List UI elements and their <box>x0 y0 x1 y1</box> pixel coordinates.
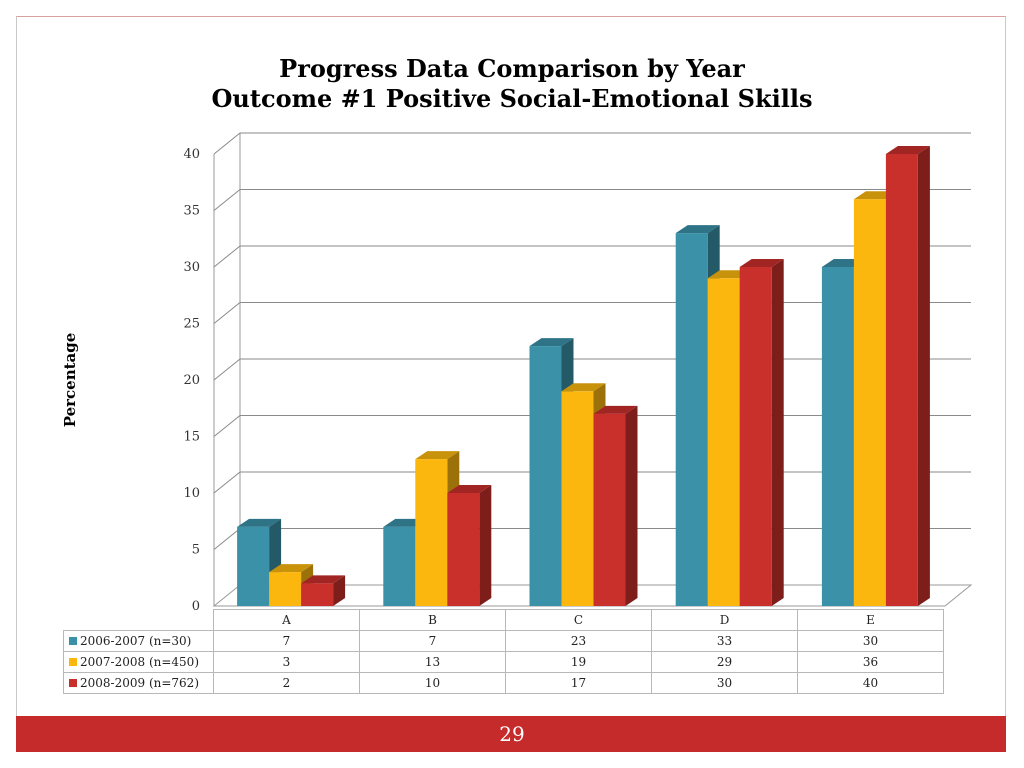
data-label: 13 <box>359 651 506 673</box>
bar-side <box>479 485 492 606</box>
bar-front <box>237 526 270 606</box>
bar-side <box>917 146 930 606</box>
bar-front <box>739 267 772 606</box>
table-header-row: A B C D E <box>63 609 944 631</box>
category-label: C <box>505 609 652 631</box>
data-label: 30 <box>797 630 944 652</box>
bar-front <box>675 233 708 606</box>
bar-top <box>561 383 606 392</box>
data-label: 3 <box>213 651 360 673</box>
y-tick-label: 5 <box>192 543 200 558</box>
category-label: D <box>651 609 798 631</box>
bar-top <box>415 451 460 460</box>
y-tick-label: 15 <box>183 430 200 445</box>
bar-front <box>821 267 854 606</box>
y-tick-label: 40 <box>183 147 200 162</box>
data-label: 7 <box>359 630 506 652</box>
table-row: 2008-2009 (n=762) 2 10 17 30 40 <box>63 672 944 694</box>
series-name: 2007-2008 (n=450) <box>80 655 199 669</box>
gridline <box>213 189 971 211</box>
chart-subtitle: Outcome #1 Positive Social-Emotional Ski… <box>211 84 813 113</box>
y-tick-label: 35 <box>183 204 200 219</box>
bar <box>447 485 492 606</box>
table-row: 2007-2008 (n=450) 3 13 19 29 36 <box>63 651 944 673</box>
table-row: 2006-2007 (n=30) 7 7 23 33 30 <box>63 630 944 652</box>
data-label: 33 <box>651 630 798 652</box>
bar <box>885 146 930 606</box>
y-tick-label: 10 <box>183 486 200 501</box>
bar-top <box>269 564 314 573</box>
chart-title: Progress Data Comparison by Year <box>279 54 745 83</box>
legend-entry: 2006-2007 (n=30) <box>63 630 214 652</box>
data-label: 17 <box>505 672 652 694</box>
bar-front <box>383 526 416 606</box>
page-number: 29 <box>499 722 525 746</box>
bar-side <box>625 405 638 606</box>
bar-top <box>885 146 930 154</box>
bar-front <box>593 413 626 606</box>
category-label: B <box>359 609 506 631</box>
bar-top <box>301 575 346 584</box>
data-label: 19 <box>505 651 652 673</box>
data-label: 36 <box>797 651 944 673</box>
y-tick-label: 0 <box>192 599 200 614</box>
footer-bar <box>16 716 1006 752</box>
data-label: 10 <box>359 672 506 694</box>
data-label: 23 <box>505 630 652 652</box>
gridline <box>213 132 971 155</box>
legend-entry: 2007-2008 (n=450) <box>63 651 214 673</box>
category-label: E <box>797 609 944 631</box>
category-label: A <box>213 609 360 631</box>
bar <box>301 575 346 606</box>
bar-front <box>853 199 886 606</box>
bar <box>739 259 784 606</box>
bar-front <box>885 154 918 606</box>
legend-swatch <box>69 658 77 666</box>
bar-top <box>593 405 638 414</box>
data-table: A B C D E 2006-2007 (n=30) 7 7 23 33 30 … <box>63 609 944 694</box>
bar-side <box>333 575 346 606</box>
data-label: 2 <box>213 672 360 694</box>
bar-top <box>447 485 492 493</box>
bar-front <box>707 278 740 606</box>
bar-top <box>529 338 574 347</box>
bar-front <box>269 572 302 606</box>
legend-swatch <box>69 637 77 645</box>
table-corner <box>63 609 214 631</box>
bar-side <box>771 259 784 606</box>
bar-top <box>675 225 720 234</box>
legend-swatch <box>69 679 77 687</box>
bar-top <box>237 518 282 527</box>
y-tick-label: 25 <box>183 317 200 332</box>
bar-front <box>301 583 334 606</box>
data-label: 30 <box>651 672 798 694</box>
bar <box>593 405 638 606</box>
bar-front <box>447 493 480 606</box>
bar-front <box>529 346 562 606</box>
legend-entry: 2008-2009 (n=762) <box>63 672 214 694</box>
data-label: 7 <box>213 630 360 652</box>
gridline <box>213 245 971 268</box>
series-name: 2008-2009 (n=762) <box>80 676 199 690</box>
y-tick-label: 20 <box>183 373 200 388</box>
y-tick-label: 30 <box>183 260 200 275</box>
series-name: 2006-2007 (n=30) <box>80 634 192 648</box>
data-label: 40 <box>797 672 944 694</box>
bar-front <box>415 459 448 606</box>
bar-top <box>739 259 784 267</box>
data-label: 29 <box>651 651 798 673</box>
bar-front <box>561 391 594 606</box>
